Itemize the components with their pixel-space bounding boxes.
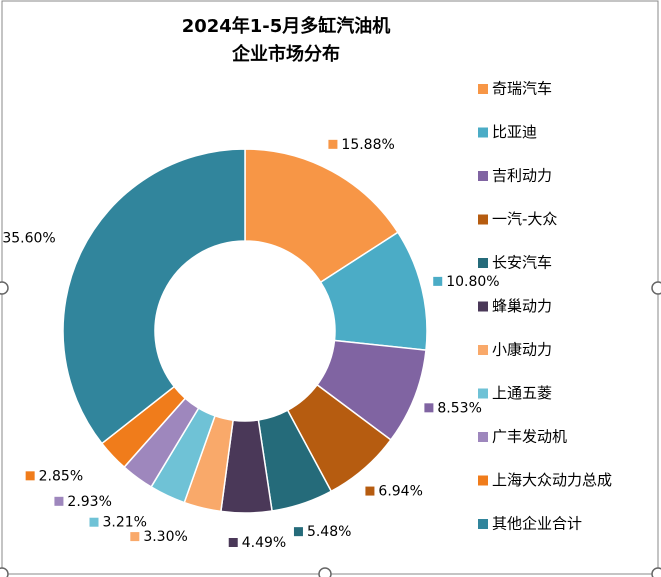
handle (651, 281, 661, 295)
legend-label: 小康动力 (492, 341, 552, 359)
legend-marker (478, 214, 488, 225)
legend-label: 上海大众动力总成 (492, 471, 612, 489)
legend-label: 一汽-大众 (492, 210, 557, 228)
label-marker (424, 403, 434, 413)
legend-label: 上通五菱 (492, 384, 552, 402)
legend-label: 蜂巢动力 (492, 297, 552, 315)
resize-handles (0, 281, 661, 577)
handle (0, 281, 9, 295)
legend-label: 比亚迪 (492, 123, 537, 141)
legend-marker (478, 258, 488, 268)
legend-label: 广丰发动机 (492, 428, 567, 446)
data-label: 8.53% (437, 400, 481, 416)
data-label: 2.93% (67, 494, 111, 510)
legend-marker (478, 432, 488, 442)
label-marker (54, 496, 64, 506)
label-marker (89, 517, 99, 527)
legend-marker (478, 519, 488, 529)
legend-marker (478, 388, 488, 399)
donut-segment (62, 148, 246, 445)
data-label: 35.60% (2, 230, 55, 246)
legend-marker (478, 84, 488, 94)
legend-marker (478, 127, 488, 138)
data-label: 2.85% (39, 468, 83, 484)
data-label: 5.48% (307, 524, 351, 540)
legend-label: 长安汽车 (492, 254, 552, 272)
data-label: 3.21% (103, 515, 147, 531)
data-label: 4.49% (242, 535, 286, 551)
handle (651, 567, 661, 577)
data-label: 6.94% (378, 484, 422, 500)
legend-marker (478, 345, 488, 355)
legend-label: 其他企业合计 (492, 515, 582, 533)
legend-marker (478, 475, 488, 486)
chart-title: 2024年1-5月多缸汽油机 (182, 15, 391, 37)
label-marker (365, 486, 375, 496)
data-label: 3.30% (143, 529, 187, 545)
handle (0, 567, 9, 577)
label-marker (328, 139, 338, 149)
legend-label: 吉利动力 (492, 167, 552, 185)
label-marker (433, 276, 443, 286)
handle (318, 567, 332, 577)
label-marker (130, 532, 140, 542)
chart-title: 企业市场分布 (231, 43, 340, 65)
data-label: 15.88% (341, 137, 394, 153)
label-marker (293, 527, 303, 537)
label-marker (25, 471, 35, 481)
legend-marker (478, 171, 488, 181)
legend-marker (478, 301, 488, 312)
donut-segment (244, 148, 399, 284)
legend-label: 奇瑞汽车 (492, 80, 552, 98)
label-marker (228, 537, 238, 547)
data-label: 10.80% (446, 274, 499, 290)
